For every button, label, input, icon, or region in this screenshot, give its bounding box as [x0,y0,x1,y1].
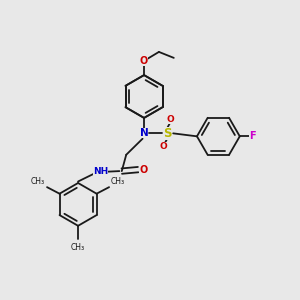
Text: F: F [249,131,256,141]
Text: CH₃: CH₃ [71,243,85,252]
Text: O: O [160,142,167,151]
Text: N: N [140,128,148,138]
Text: CH₃: CH₃ [31,177,45,186]
Text: O: O [139,165,148,175]
Text: O: O [167,116,175,124]
Text: NH: NH [93,167,108,176]
Text: CH₃: CH₃ [111,177,125,186]
Text: O: O [140,56,148,66]
Text: S: S [163,127,172,140]
